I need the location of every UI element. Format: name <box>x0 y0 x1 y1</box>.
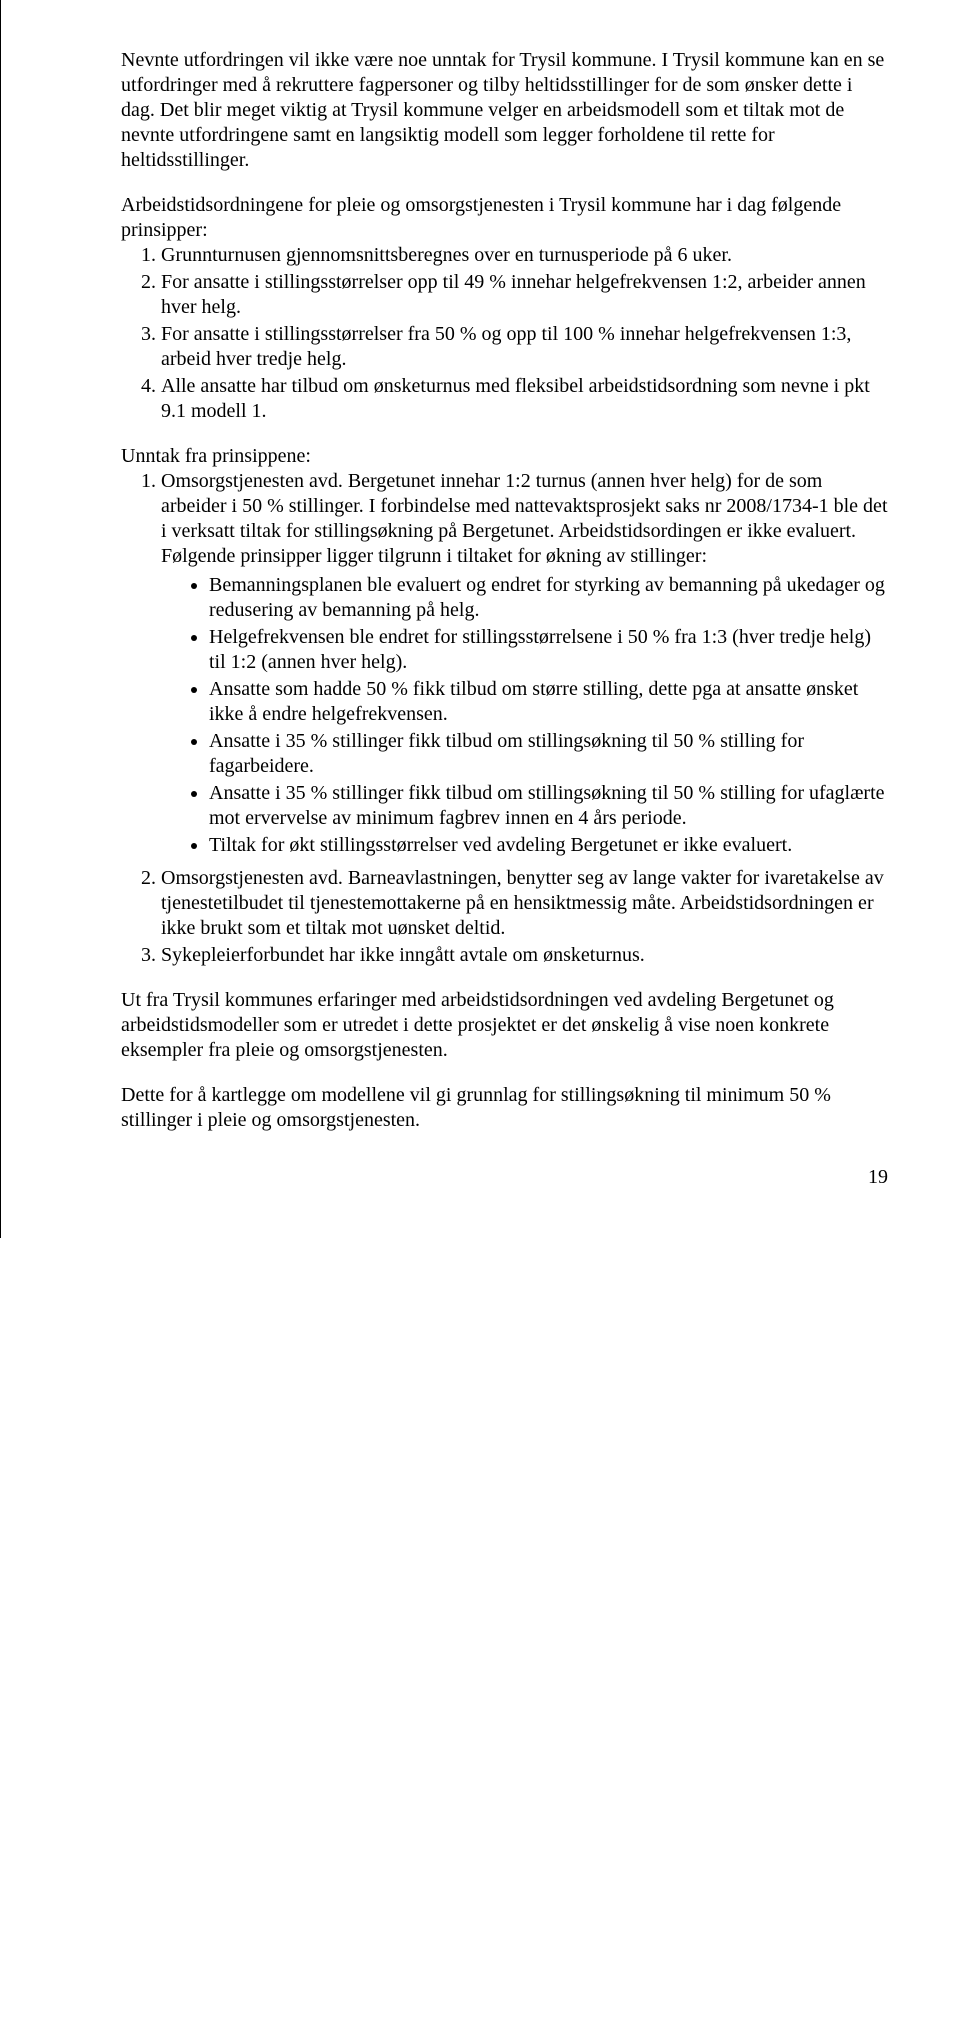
list-item: Omsorgstjenesten avd. Bergetunet innehar… <box>161 469 888 858</box>
list-item: Alle ansatte har tilbud om ønsketurnus m… <box>161 374 888 424</box>
list-item: Sykepleierforbundet har ikke inngått avt… <box>161 943 888 968</box>
list-item: Ansatte i 35 % stillinger fikk tilbud om… <box>209 729 888 779</box>
list-item: Bemanningsplanen ble evaluert og endret … <box>209 573 888 623</box>
paragraph-experience: Ut fra Trysil kommunes erfaringer med ar… <box>121 988 888 1063</box>
list-item: Grunnturnusen gjennomsnittsberegnes over… <box>161 243 888 268</box>
exceptions-list: Omsorgstjenesten avd. Bergetunet innehar… <box>121 469 888 968</box>
list-item: Ansatte i 35 % stillinger fikk tilbud om… <box>209 781 888 831</box>
document-page: Nevnte utfordringen vil ikke være noe un… <box>0 0 960 1238</box>
exception-1-bullets: Bemanningsplanen ble evaluert og endret … <box>161 573 888 858</box>
exception-1-text: Omsorgstjenesten avd. Bergetunet innehar… <box>161 470 888 567</box>
list-item: For ansatte i stillingsstørrelser fra 50… <box>161 322 888 372</box>
exceptions-heading: Unntak fra prinsippene: <box>121 444 888 469</box>
list-item: Tiltak for økt stillingsstørrelser ved a… <box>209 833 888 858</box>
paragraph-principles-intro: Arbeidstidsordningene for pleie og omsor… <box>121 193 888 243</box>
principles-list: Grunnturnusen gjennomsnittsberegnes over… <box>121 243 888 424</box>
list-item: Helgefrekvensen ble endret for stillings… <box>209 625 888 675</box>
list-item: For ansatte i stillingsstørrelser opp ti… <box>161 270 888 320</box>
paragraph-mapping: Dette for å kartlegge om modellene vil g… <box>121 1083 888 1133</box>
list-item: Ansatte som hadde 50 % fikk tilbud om st… <box>209 677 888 727</box>
list-item: Omsorgstjenesten avd. Barneavlastningen,… <box>161 866 888 941</box>
paragraph-intro: Nevnte utfordringen vil ikke være noe un… <box>121 48 888 173</box>
page-number: 19 <box>121 1165 888 1190</box>
